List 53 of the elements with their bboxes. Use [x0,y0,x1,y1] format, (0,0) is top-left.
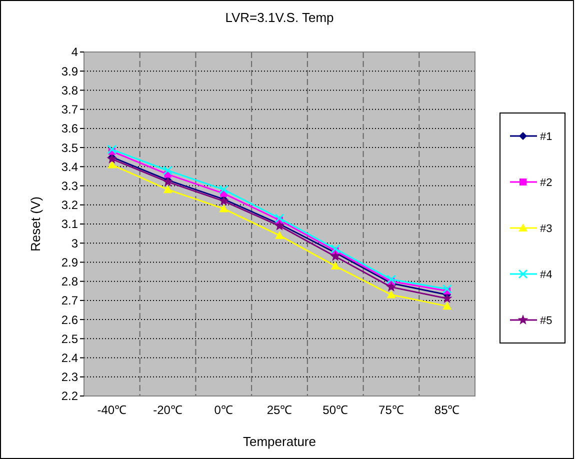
y-tick-label: 2.7 [61,294,78,308]
legend-label: #5 [540,314,552,327]
y-tick-label: 3.6 [61,122,78,136]
point [107,144,117,154]
point [218,184,228,194]
y-tick-label: 2.4 [61,350,78,365]
x-tick-label: -40℃ [97,403,127,417]
point [107,160,116,168]
x-axis-title: Temperature [243,434,316,449]
legend-label: #1 [540,130,552,143]
point [330,244,340,254]
x-tick-label: -20℃ [153,403,182,417]
point [442,302,452,310]
y-tick-label: 2.5 [61,332,78,346]
point [274,214,284,224]
y-axis-title: Reset (V) [28,196,43,252]
legend-label: #2 [540,176,552,189]
x-tick-label: 75℃ [378,403,404,417]
point [163,166,173,176]
point [330,262,340,270]
point [442,293,452,303]
point [275,230,284,239]
x-tick-label: 85℃ [434,403,460,417]
y-tick-label: 2.6 [61,312,78,327]
y-tick-label: 3.9 [61,64,78,78]
point [274,220,285,230]
y-tick-label: 3.2 [61,198,78,212]
y-tick-label: 3.8 [61,83,78,98]
y-tick-label: 3.1 [61,217,78,232]
chart-title: LVR=3.1V.S. Temp [225,10,334,25]
x-tick-label: 25℃ [266,403,292,417]
y-tick-label: 3 [71,236,78,250]
point [386,290,396,298]
y-tick-label: 2.3 [61,370,78,384]
y-tick-label: 3.7 [61,102,78,117]
y-tick-label: 3.3 [61,178,78,193]
point [442,284,452,294]
y-tick-label: 3.5 [61,140,78,155]
legend-label: #3 [540,222,552,235]
point [386,274,396,284]
y-tick-label: 4 [71,45,78,60]
y-tick-label: 3.4 [61,160,78,174]
x-tick-label: 50℃ [322,403,348,417]
point [163,185,172,194]
point [218,196,229,206]
y-tick-label: 2.8 [61,274,78,289]
point [386,282,396,292]
x-tick-label: 0℃ [214,403,233,417]
y-tick-label: 2.2 [61,389,78,404]
y-tick-label: 2.9 [61,255,78,270]
point [330,250,341,261]
legend-label: #4 [540,268,552,281]
point [219,204,228,212]
